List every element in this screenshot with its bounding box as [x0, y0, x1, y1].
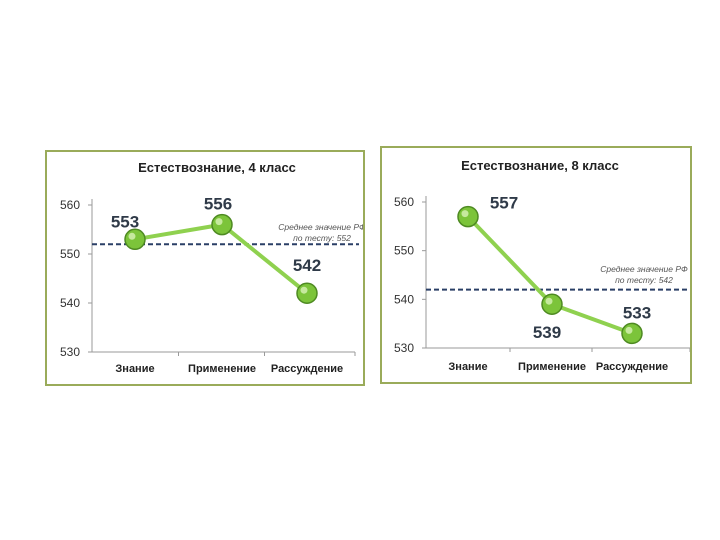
x-category-label: Знание: [115, 363, 154, 375]
data-point-highlight: [215, 218, 223, 226]
chart-panel-grade-8: Естествознание, 8 класс 530 540 550 560 Знани…: [380, 146, 692, 384]
series-line: [466, 215, 633, 336]
data-point: [621, 322, 643, 345]
data-label: 542: [293, 256, 321, 275]
x-category-label: Применение: [518, 361, 586, 373]
data-point: [296, 282, 318, 304]
data-point: [124, 228, 146, 251]
y-tick-label: 560: [60, 198, 80, 212]
data-label: 533: [623, 303, 651, 322]
data-point-highlight: [625, 326, 633, 334]
chart-panel-grade-4: Естествознание, 4 класс 530 540 550 560 Знани…: [45, 150, 365, 386]
y-tick-label: 560: [394, 195, 414, 209]
reference-label: по тесту: 542: [615, 275, 673, 285]
data-point: [211, 213, 233, 236]
data-label: 557: [490, 194, 518, 213]
y-tick-label: 550: [60, 247, 80, 261]
chart-title: Естествознание, 8 класс: [461, 158, 619, 173]
reference-label: по тесту: 552: [293, 233, 351, 243]
y-tick-label: 530: [60, 345, 80, 359]
data-point-highlight: [545, 297, 553, 305]
data-point-highlight: [300, 286, 308, 294]
x-category-label: Рассуждение: [271, 363, 343, 375]
data-label: 556: [204, 195, 232, 214]
y-tick-label: 530: [394, 341, 414, 355]
line-chart-grade-4: Естествознание, 4 класс 530 540 550 560 Знани…: [60, 160, 363, 375]
x-category-label: Знание: [448, 361, 487, 373]
y-tick-label: 540: [394, 292, 414, 306]
reference-label: Среднее значение РФ: [600, 264, 688, 274]
x-category-label: Применение: [188, 363, 256, 375]
x-category-label: Рассуждение: [596, 361, 668, 373]
y-tick-label: 550: [394, 244, 414, 258]
reference-label: Среднее значение РФ: [278, 222, 363, 232]
data-point-highlight: [128, 232, 136, 240]
y-tick-label: 540: [60, 296, 80, 310]
chart-title: Естествознание, 4 класс: [138, 160, 296, 175]
data-point-highlight: [461, 210, 469, 218]
data-label: 553: [111, 212, 139, 231]
data-point: [541, 293, 563, 315]
line-chart-grade-8: Естествознание, 8 класс 530 540 550 560 Знани…: [394, 158, 690, 373]
data-point: [457, 205, 479, 228]
data-label: 539: [533, 323, 561, 342]
